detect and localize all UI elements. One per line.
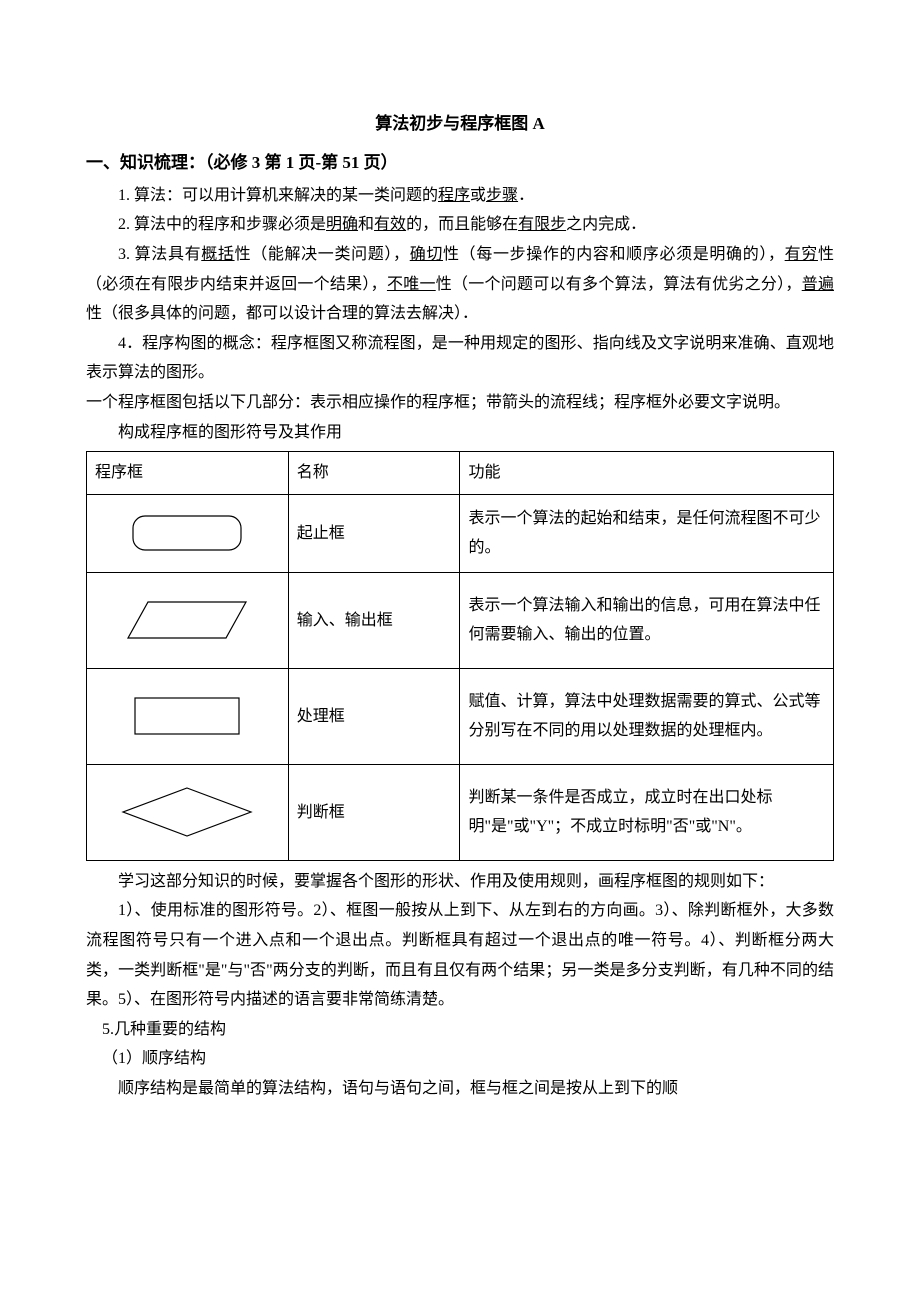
terminator-name: 起止框	[288, 494, 460, 572]
text: 3. 算法具有	[118, 246, 201, 263]
text: ．	[518, 187, 534, 204]
para-4: 4．程序构图的概念：程序框图又称流程图，是一种用规定的图形、指向线及文字说明来准…	[86, 329, 834, 388]
decision-func: 判断某一条件是否成立，成立时在出口处标明"是"或"Y"；不成立时标明"否"或"N…	[460, 764, 834, 860]
text: 2. 算法中的程序和步骤必须是	[118, 216, 326, 233]
underline-universal: 普遍	[802, 276, 834, 293]
th-frame: 程序框	[87, 452, 289, 495]
parallelogram-icon	[122, 594, 252, 646]
terminator-icon	[127, 510, 247, 556]
io-shape-cell	[87, 572, 289, 668]
process-func: 赋值、计算，算法中处理数据需要的算式、公式等分别写在不同的用以处理数据的处理框内…	[460, 668, 834, 764]
para-1: 1. 算法：可以用计算机来解决的某一类问题的程序或步骤．	[86, 181, 834, 211]
process-shape-cell	[87, 668, 289, 764]
text: 性（很多具体的问题，都可以设计合理的算法去解决）．	[86, 305, 478, 322]
table-row: 处理框 赋值、计算，算法中处理数据需要的算式、公式等分别写在不同的用以处理数据的…	[87, 668, 834, 764]
symbols-table: 程序框 名称 功能 起止框 表示一个算法的起始和结束，是任何流程图不可少的。 输…	[86, 451, 834, 861]
para-8: 5.几种重要的结构	[102, 1015, 834, 1045]
underline-finite: 有限步	[518, 216, 566, 233]
underline-notunique: 不唯一	[387, 276, 436, 293]
table-head-row: 程序框 名称 功能	[87, 452, 834, 495]
underline-definite: 确切	[410, 246, 443, 263]
para-7: 1）、使用标准的图形符号。2）、框图一般按从上到下、从左到右的方向画。3）、除判…	[86, 896, 834, 1014]
decision-name: 判断框	[288, 764, 460, 860]
underline-finite2: 有穷	[785, 246, 818, 263]
section-heading: 一、知识梳理：（必修 3 第 1 页-第 51 页）	[86, 147, 834, 178]
underline-program: 程序	[438, 187, 470, 204]
underline-clear: 明确	[326, 216, 358, 233]
io-name: 输入、输出框	[288, 572, 460, 668]
text: 或	[470, 187, 486, 204]
io-func: 表示一个算法输入和输出的信息，可用在算法中任何需要输入、输出的位置。	[460, 572, 834, 668]
text: 和	[358, 216, 374, 233]
text: 的，而且能够在	[406, 216, 518, 233]
table-row: 判断框 判断某一条件是否成立，成立时在出口处标明"是"或"Y"；不成立时标明"否…	[87, 764, 834, 860]
process-name: 处理框	[288, 668, 460, 764]
th-func: 功能	[460, 452, 834, 495]
underline-general: 概括	[201, 246, 234, 263]
text: 性（每一步操作的内容和顺序必须是明确的），	[443, 246, 785, 263]
terminator-shape-cell	[87, 494, 289, 572]
para-9: （1）顺序结构	[102, 1044, 834, 1074]
text: 性（能解决一类问题），	[235, 246, 410, 263]
para-3: 3. 算法具有概括性（能解决一类问题），确切性（每一步操作的内容和顺序必须是明确…	[86, 240, 834, 329]
table-row: 输入、输出框 表示一个算法输入和输出的信息，可用在算法中任何需要输入、输出的位置…	[87, 572, 834, 668]
table-caption: 构成程序框的图形符号及其作用	[86, 418, 834, 448]
text: 1. 算法：可以用计算机来解决的某一类问题的	[118, 187, 438, 204]
underline-steps: 步骤	[486, 187, 518, 204]
para-5: 一个程序框图包括以下几部分：表示相应操作的程序框；带箭头的流程线；程序框外必要文…	[86, 388, 834, 418]
text: 性（一个问题可以有多个算法，算法有优劣之分），	[436, 276, 802, 293]
decision-shape-cell	[87, 764, 289, 860]
para-10: 顺序结构是最简单的算法结构，语句与语句之间，框与框之间是按从上到下的顺	[86, 1074, 834, 1104]
table-row: 起止框 表示一个算法的起始和结束，是任何流程图不可少的。	[87, 494, 834, 572]
rectangle-icon	[127, 690, 247, 742]
text: 之内完成．	[566, 216, 646, 233]
th-name: 名称	[288, 452, 460, 495]
terminator-func: 表示一个算法的起始和结束，是任何流程图不可少的。	[460, 494, 834, 572]
diamond-icon	[117, 782, 257, 842]
doc-title: 算法初步与程序框图 A	[86, 108, 834, 139]
underline-valid: 有效	[374, 216, 406, 233]
para-2: 2. 算法中的程序和步骤必须是明确和有效的，而且能够在有限步之内完成．	[86, 210, 834, 240]
para-6: 学习这部分知识的时候，要掌握各个图形的形状、作用及使用规则，画程序框图的规则如下…	[86, 867, 834, 897]
